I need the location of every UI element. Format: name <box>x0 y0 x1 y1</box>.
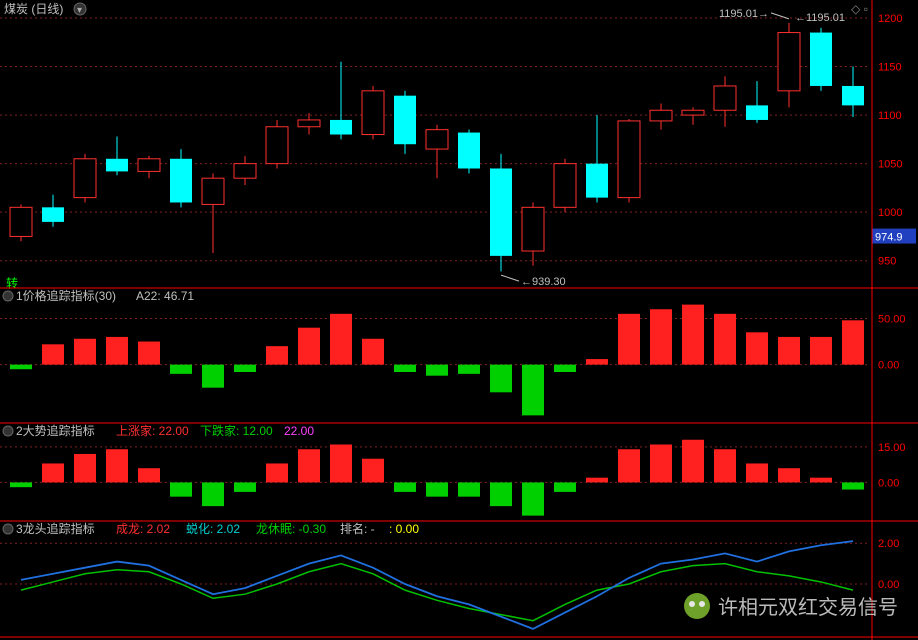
svg-text:3龙头追踪指标: 3龙头追踪指标 <box>16 521 95 536</box>
svg-text:50.00: 50.00 <box>878 313 906 325</box>
svg-text:15.00: 15.00 <box>878 442 906 454</box>
svg-text:1200: 1200 <box>878 13 902 25</box>
watermark: 许相元双红交易信号 <box>684 591 898 620</box>
svg-text:0.00: 0.00 <box>878 477 899 489</box>
svg-text:▾: ▾ <box>77 5 82 16</box>
svg-text:0.00: 0.00 <box>878 579 899 591</box>
svg-text:2大势追踪指标: 2大势追踪指标 <box>16 423 95 438</box>
svg-text:1150: 1150 <box>878 62 902 74</box>
svg-text:: 0.00: : 0.00 <box>389 522 419 536</box>
watermark-text: 许相元双红交易信号 <box>718 591 898 620</box>
svg-text:1195.01→: 1195.01→ <box>719 8 769 20</box>
chart-canvas: 950 1000 1050 1100 1150 1200 煤炭 (日线) ▾ ←939.30 11… <box>0 0 918 640</box>
svg-text:0.00: 0.00 <box>878 360 899 372</box>
svg-text:1价格追踪指标(30): 1价格追踪指标(30) <box>16 288 116 303</box>
svg-text:950: 950 <box>878 256 896 268</box>
svg-text:煤炭 (日线): 煤炭 (日线) <box>4 2 63 16</box>
svg-text:974.9: 974.9 <box>875 232 903 244</box>
svg-text:1050: 1050 <box>878 159 902 171</box>
top-right-icons: ◇ ▫ <box>851 2 868 16</box>
svg-text:2.00: 2.00 <box>878 538 899 550</box>
svg-text:1100: 1100 <box>878 110 902 122</box>
svg-text:A22: 46.71: A22: 46.71 <box>136 289 194 303</box>
svg-text:1000: 1000 <box>878 207 902 219</box>
svg-text:龙休眠: -0.30: 龙休眠: -0.30 <box>256 522 326 536</box>
svg-text:蜕化: 2.02: 蜕化: 2.02 <box>186 522 240 536</box>
svg-text:←939.30: ←939.30 <box>521 276 566 288</box>
svg-text:下跌家: 12.00: 下跌家: 12.00 <box>200 423 273 438</box>
svg-text:22.00: 22.00 <box>284 424 314 438</box>
wechat-icon <box>684 593 710 619</box>
svg-text:←1195.01: ←1195.01 <box>795 12 845 24</box>
svg-text:成龙: 2.02: 成龙: 2.02 <box>116 522 170 536</box>
svg-text:上涨家: 22.00: 上涨家: 22.00 <box>116 423 189 438</box>
svg-text:排名: -: 排名: - <box>340 521 375 536</box>
